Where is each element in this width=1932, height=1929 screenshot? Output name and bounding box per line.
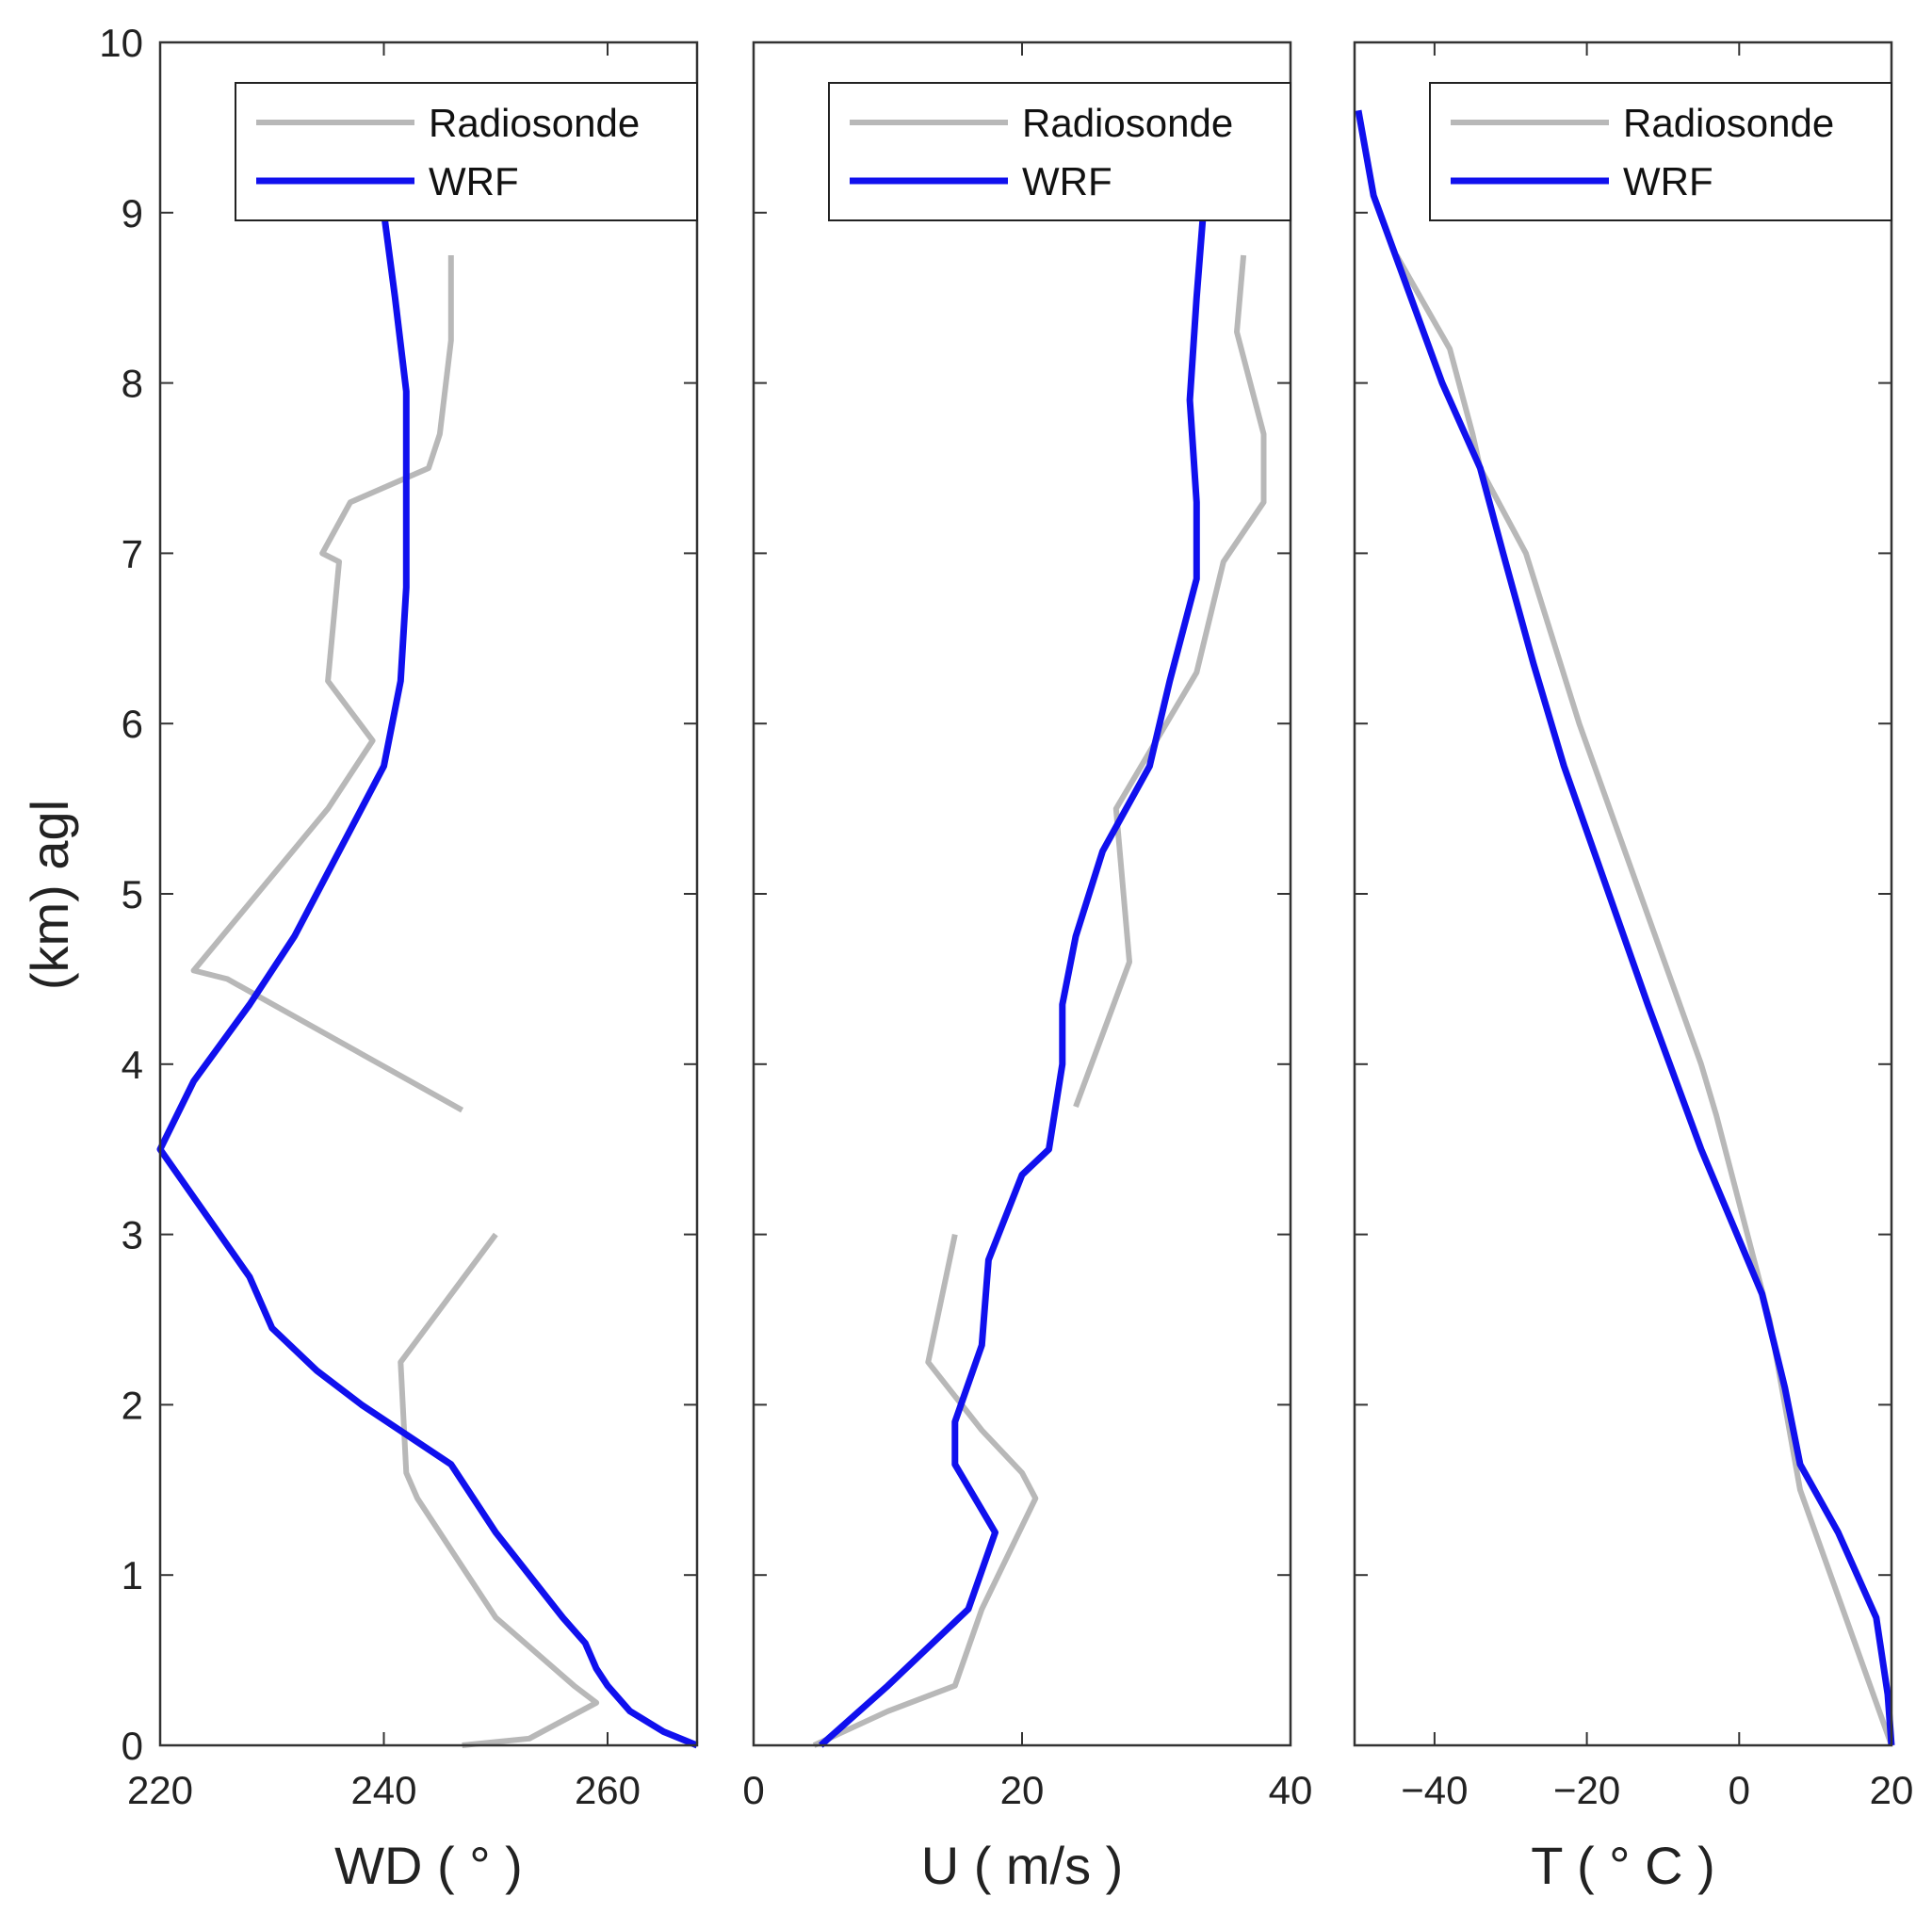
panel-u: 0 20 40 U ( m/s ) Radiosonde WRF	[742, 41, 1313, 1895]
u-radiosonde-line-0	[812, 1233, 1039, 1748]
y-tick-label-8: 8	[122, 362, 143, 406]
u-x-tick-label-20: 20	[1000, 1768, 1045, 1812]
y-tick-label-3: 3	[122, 1213, 143, 1257]
y-tick-label-2: 2	[122, 1383, 143, 1427]
wd-legend-box	[235, 82, 698, 221]
y-axis-label: (km) agl	[20, 800, 79, 990]
u-x-tick-label-40: 40	[1269, 1768, 1313, 1812]
wd-legend: Radiosonde WRF	[235, 82, 698, 221]
t-series-group	[1355, 109, 1895, 1747]
panel-t: −40 −20 0 20 T ( ° C ) Radiosonde WRF	[1353, 41, 1914, 1895]
wd-radiosonde-line-1	[190, 255, 464, 1113]
wd-radiosonde-line-0	[398, 1232, 600, 1748]
y-tick-label-1: 1	[122, 1553, 143, 1597]
y-tick-label-4: 4	[122, 1043, 143, 1087]
y-tick-label-0: 0	[122, 1724, 143, 1768]
y-tick-label-7: 7	[122, 531, 143, 575]
wd-x-axis-label: WD ( ° )	[334, 1836, 523, 1895]
wd-x-tick-label-260: 260	[575, 1768, 641, 1812]
u-x-tick-label-0: 0	[742, 1768, 764, 1812]
panels: 0 1 2 3 4 5 6 7 8 9 10 220 240 260 WD ( ° ) Radiosonde W…	[99, 21, 1913, 1895]
t-legend: Radiosonde WRF	[1429, 82, 1892, 221]
t-x-tick-label--20: −20	[1553, 1768, 1620, 1812]
t-x-tick-label--40: −40	[1401, 1768, 1468, 1812]
y-tick-label-10: 10	[99, 21, 143, 65]
t-x-tick-label-20: 20	[1870, 1768, 1914, 1812]
u-wrf-line-0	[818, 212, 1207, 1748]
u-series-group	[812, 212, 1267, 1748]
t-legend-box	[1429, 82, 1892, 221]
wd-legend-label-radiosonde: Radiosonde	[429, 101, 640, 145]
t-x-tick-label-0: 0	[1729, 1768, 1750, 1812]
t-x-axis-label: T ( ° C )	[1531, 1836, 1715, 1895]
y-tick-label-6: 6	[122, 702, 143, 746]
wd-x-tick-label-240: 240	[350, 1768, 416, 1812]
wd-legend-label-wrf: WRF	[429, 159, 519, 203]
wd-x-tick-label-220: 220	[127, 1768, 193, 1812]
u-plot-frame	[752, 41, 1292, 1747]
wd-series-group	[156, 212, 699, 1749]
t-legend-label-radiosonde: Radiosonde	[1623, 101, 1834, 145]
u-legend: Radiosonde WRF	[828, 82, 1291, 221]
t-wrf-line-0	[1355, 109, 1895, 1746]
wd-wrf-line-0	[156, 212, 699, 1749]
u-legend-label-radiosonde: Radiosonde	[1022, 101, 1233, 145]
panel-wd: 0 1 2 3 4 5 6 7 8 9 10 220 240 260 WD ( ° ) Radiosonde W…	[99, 21, 699, 1895]
y-tick-label-9: 9	[122, 191, 143, 235]
t-legend-label-wrf: WRF	[1623, 159, 1713, 203]
u-x-axis-label: U ( m/s )	[921, 1836, 1124, 1895]
wd-plot-frame	[158, 41, 699, 1747]
u-legend-box	[828, 82, 1291, 221]
y-tick-label-5: 5	[122, 872, 143, 916]
u-radiosonde-line-1	[1073, 254, 1267, 1109]
u-legend-label-wrf: WRF	[1022, 159, 1112, 203]
